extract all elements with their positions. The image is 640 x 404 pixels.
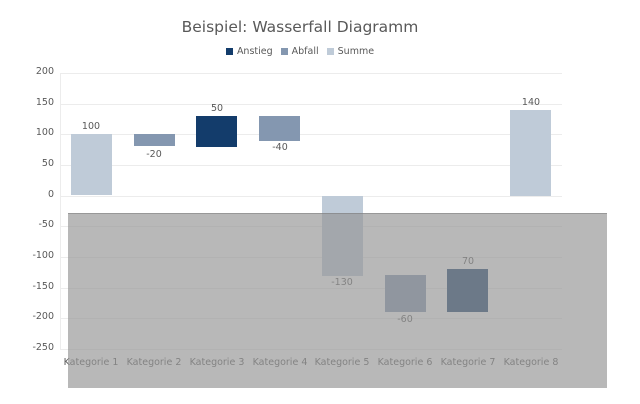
y-tick-label: 0	[47, 189, 54, 200]
gridline	[60, 104, 562, 105]
bar-3	[196, 116, 237, 147]
gridline	[60, 134, 562, 135]
legend-swatch-icon	[326, 48, 334, 55]
bar-8	[510, 110, 551, 196]
bar-2	[134, 134, 175, 146]
legend-item-anstieg: Anstieg	[225, 46, 273, 57]
data-label: 50	[210, 103, 224, 114]
gridline	[60, 196, 562, 197]
y-tick-label: -150	[32, 281, 54, 292]
data-label: -20	[146, 149, 162, 160]
bar-4	[259, 116, 300, 141]
legend-swatch-icon	[225, 48, 233, 55]
y-tick-label: -50	[38, 219, 54, 230]
grey-overlay	[68, 213, 607, 388]
chart-title: Beispiel: Wasserfall Diagramm	[181, 18, 419, 36]
gridline	[60, 73, 562, 74]
data-label: 140	[521, 97, 541, 108]
y-tick-label: 100	[35, 127, 54, 138]
chart-legend: Anstieg Abfall Summe	[0, 46, 600, 57]
data-label: -40	[272, 142, 288, 153]
data-label: 100	[81, 121, 101, 132]
legend-label: Anstieg	[236, 46, 273, 57]
legend-item-summe: Summe	[326, 46, 375, 57]
y-tick-label: -200	[32, 311, 54, 322]
legend-swatch-icon	[280, 48, 288, 55]
y-tick-label: 200	[35, 66, 54, 77]
legend-label: Abfall	[291, 46, 319, 57]
gridline	[60, 165, 562, 166]
y-tick-label: -100	[32, 250, 54, 261]
y-axis-line	[60, 73, 61, 350]
y-tick-label: -250	[32, 342, 54, 353]
bar-1	[71, 134, 112, 195]
y-tick-label: 50	[41, 158, 54, 169]
legend-item-abfall: Abfall	[280, 46, 319, 57]
legend-label: Summe	[337, 46, 375, 57]
y-tick-label: 150	[35, 97, 54, 108]
